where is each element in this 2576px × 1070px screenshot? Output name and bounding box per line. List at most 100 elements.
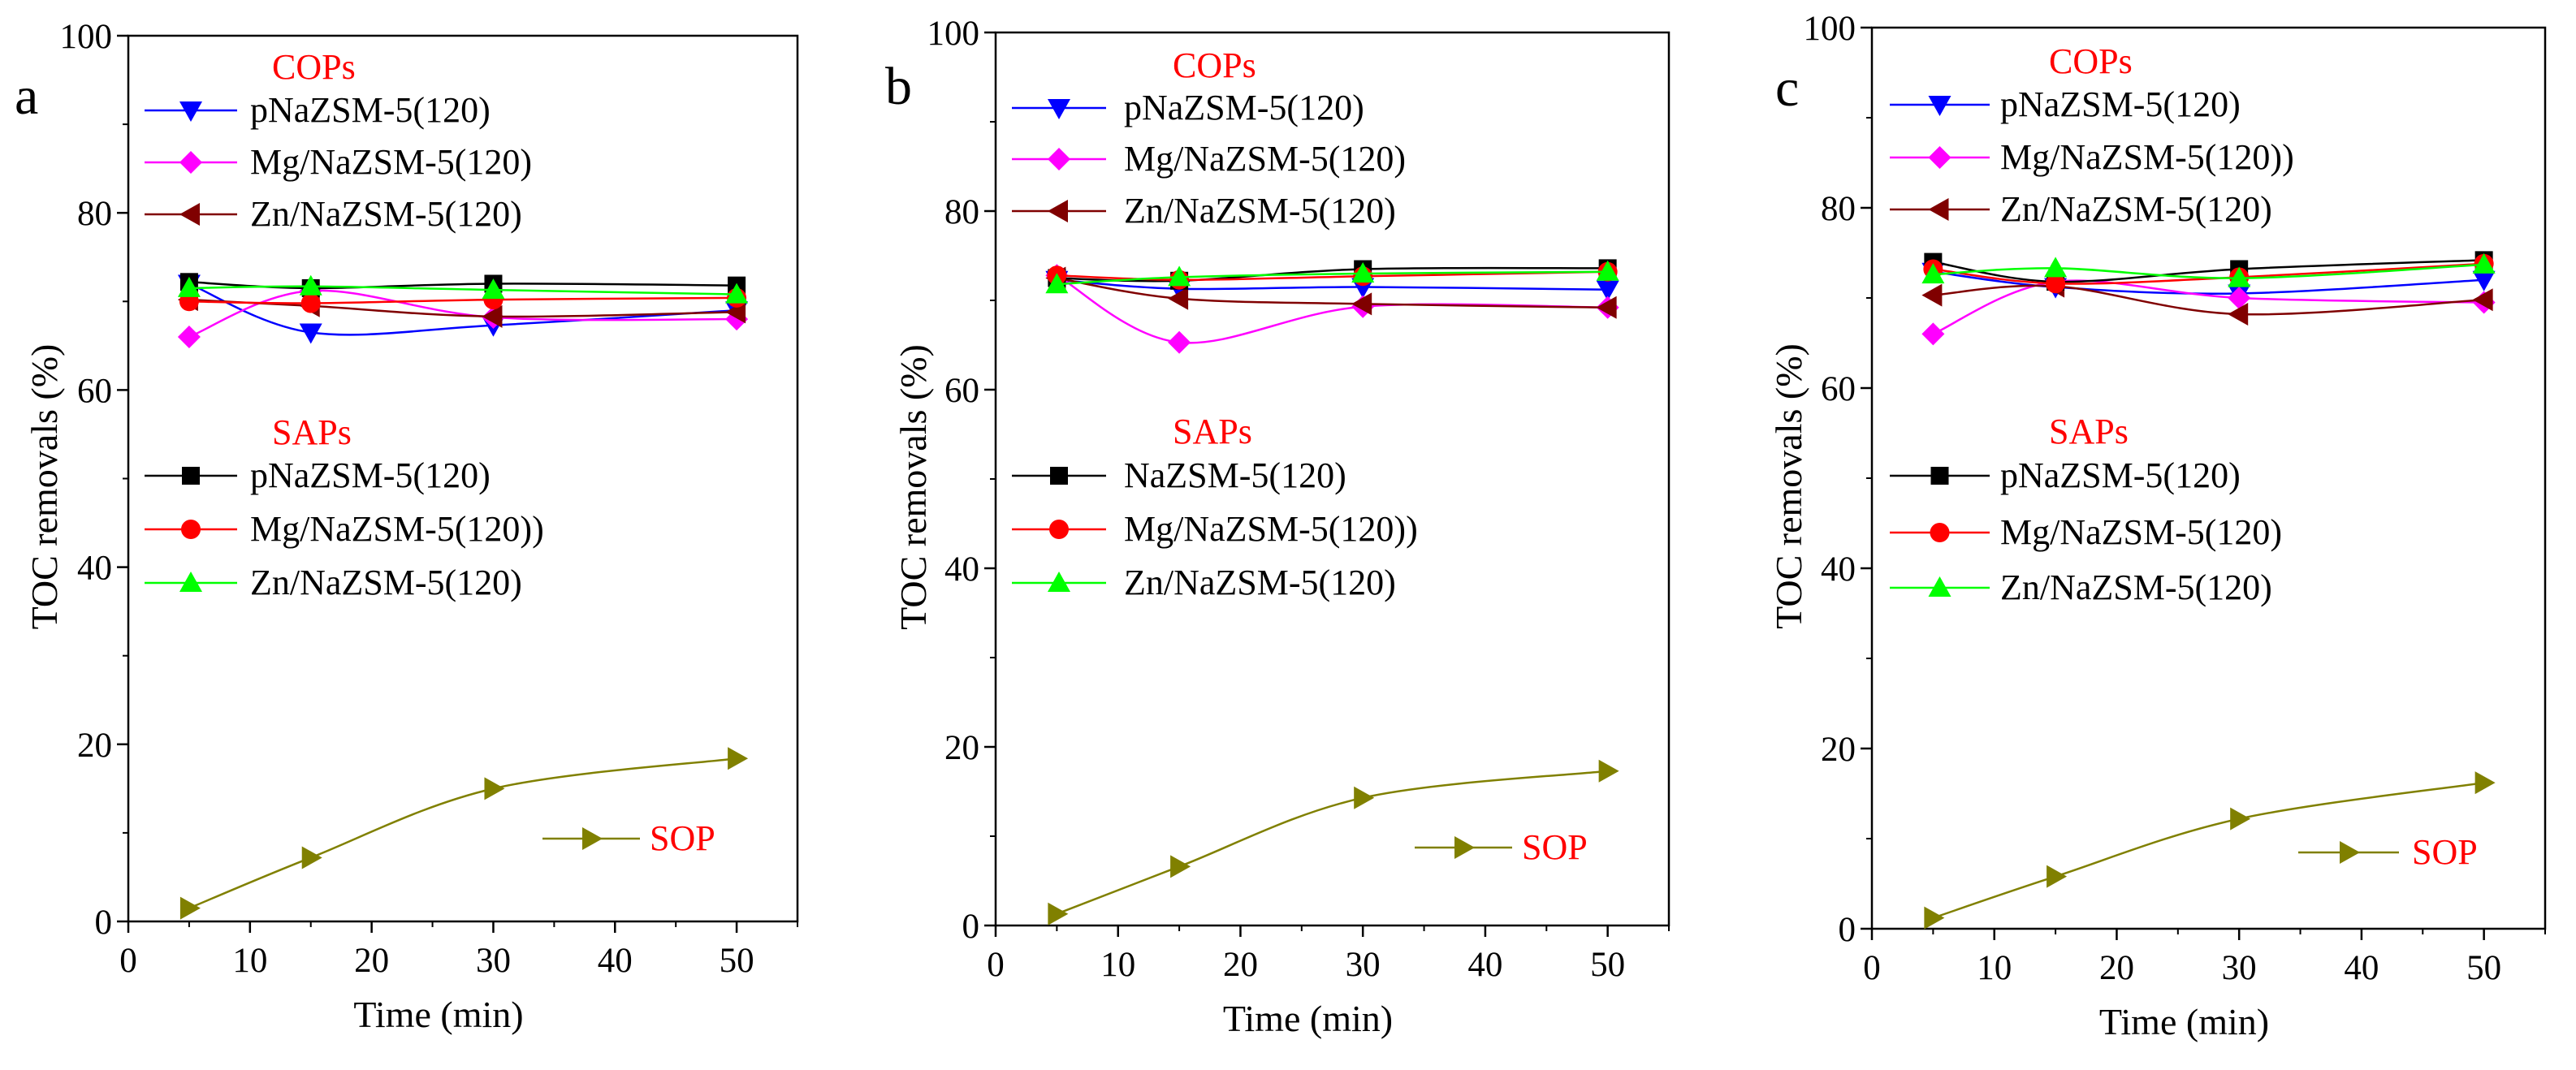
data-point xyxy=(1596,260,1619,281)
y-tick-label: 0 xyxy=(95,904,113,942)
legend-title-saps: SAPs xyxy=(1173,412,1252,451)
y-tick-label: 60 xyxy=(1821,370,1856,408)
x-tick-label: 40 xyxy=(598,942,633,980)
data-point xyxy=(299,274,322,296)
legend-label: pNaZSM-5(120) xyxy=(1124,88,1364,127)
legend-marker xyxy=(179,151,202,174)
data-point xyxy=(179,896,201,920)
y-tick-label: 80 xyxy=(1821,190,1856,228)
series-line xyxy=(188,296,737,304)
legend-label: Zn/NaZSM-5(120) xyxy=(1124,191,1396,231)
legend-marker xyxy=(181,520,201,539)
legend-label: Zn/NaZSM-5(120) xyxy=(2000,567,2272,607)
legend-label: Mg/NaZSM-5(120) xyxy=(250,142,532,182)
series-line xyxy=(188,289,737,339)
y-axis-title: TOC removals (%) xyxy=(24,344,65,630)
data-point xyxy=(177,276,201,297)
y-tick-label: 20 xyxy=(77,727,112,765)
data-point xyxy=(2474,771,2496,795)
legend-title-cops: COPs xyxy=(272,47,356,87)
data-point xyxy=(2228,287,2251,309)
data-point xyxy=(1170,855,1191,878)
y-tick-label: 60 xyxy=(77,372,112,410)
x-tick-label: 20 xyxy=(1223,946,1258,984)
data-point xyxy=(2472,252,2496,274)
legend-marker xyxy=(1930,523,1950,542)
data-point xyxy=(484,777,505,800)
legend-marker xyxy=(179,572,202,592)
legend-marker xyxy=(1048,148,1070,170)
y-tick-label: 40 xyxy=(944,550,979,589)
legend-marker xyxy=(179,101,202,122)
legend-title-saps: SAPs xyxy=(272,412,352,452)
legend-title-cops: COPs xyxy=(2049,41,2133,81)
y-tick-label: 20 xyxy=(1821,731,1856,769)
legend-marker xyxy=(179,203,200,226)
series-line xyxy=(1056,274,1608,344)
data-point xyxy=(1168,265,1191,287)
y-tick-label: 40 xyxy=(1821,550,1856,589)
y-axis-title: TOC removals (%) xyxy=(1768,343,1809,629)
legend-label: Zn/NaZSM-5(120) xyxy=(1124,563,1396,602)
y-tick-label: 100 xyxy=(60,18,113,56)
legend-label: SOP xyxy=(650,818,715,858)
data-point xyxy=(299,323,322,344)
x-tick-label: 0 xyxy=(119,942,137,980)
panel-letter: c xyxy=(1775,58,1799,118)
data-point xyxy=(2047,865,2068,888)
legend-label: Zn/NaZSM-5(120) xyxy=(250,194,522,234)
y-tick-label: 0 xyxy=(962,908,980,946)
data-point xyxy=(482,304,503,328)
legend-marker xyxy=(582,827,603,850)
legend-title-cops: COPs xyxy=(1173,45,1256,85)
series-line xyxy=(1933,270,2484,295)
data-point xyxy=(1168,330,1191,354)
data-point xyxy=(2046,274,2066,294)
series-line xyxy=(1056,770,1608,915)
x-tick-label: 0 xyxy=(1863,949,1881,987)
legend-marker xyxy=(1048,200,1068,222)
legend-label: pNaZSM-5(120) xyxy=(2000,84,2241,124)
legend-label: Mg/NaZSM-5(120)) xyxy=(2000,137,2294,177)
x-tick-label: 0 xyxy=(987,946,1005,984)
x-tick-label: 50 xyxy=(1590,946,1625,984)
data-point xyxy=(1596,280,1619,301)
y-tick-label: 40 xyxy=(77,550,112,588)
legend-marker xyxy=(1928,96,1951,116)
series-line xyxy=(1057,270,1608,281)
series-line xyxy=(188,285,737,296)
x-axis-title: Time (min) xyxy=(2099,1001,2269,1042)
x-tick-label: 10 xyxy=(1100,946,1135,984)
data-point xyxy=(725,283,749,304)
x-tick-label: 40 xyxy=(1467,946,1502,984)
y-tick-label: 60 xyxy=(944,372,979,410)
x-axis-title: Time (min) xyxy=(353,994,523,1035)
legend-label: Zn/NaZSM-5(120) xyxy=(250,563,522,602)
data-point xyxy=(482,278,505,300)
data-point xyxy=(2228,266,2251,287)
series-line xyxy=(1932,781,2484,919)
series-line xyxy=(1933,263,2484,279)
series-line xyxy=(1932,279,2484,335)
legend-label: SOP xyxy=(1522,827,1588,867)
legend-marker xyxy=(1928,576,1951,597)
data-point xyxy=(300,293,321,313)
legend-marker xyxy=(182,467,200,485)
legend-label: Mg/NaZSM-5(120) xyxy=(1124,139,1406,179)
data-point xyxy=(1598,759,1619,783)
data-point xyxy=(301,846,322,869)
x-tick-label: 30 xyxy=(1346,946,1381,984)
series-line xyxy=(188,283,737,336)
panel-c: 0 10 20 30 40 50 0 20 40 60 80 100 Time (min) TOC rem… xyxy=(1768,10,2547,1042)
data-point xyxy=(177,325,201,348)
series-line xyxy=(1933,284,2484,316)
data-point xyxy=(1924,906,1945,930)
series-line xyxy=(188,757,737,909)
x-axis-title: Time (min) xyxy=(1223,998,1393,1039)
legend-marker xyxy=(1050,467,1068,485)
legend-label: Mg/NaZSM-5(120)) xyxy=(250,509,544,549)
data-point xyxy=(728,747,749,770)
x-tick-label: 30 xyxy=(476,942,511,980)
data-point xyxy=(1596,296,1617,319)
data-point xyxy=(1921,322,1945,346)
